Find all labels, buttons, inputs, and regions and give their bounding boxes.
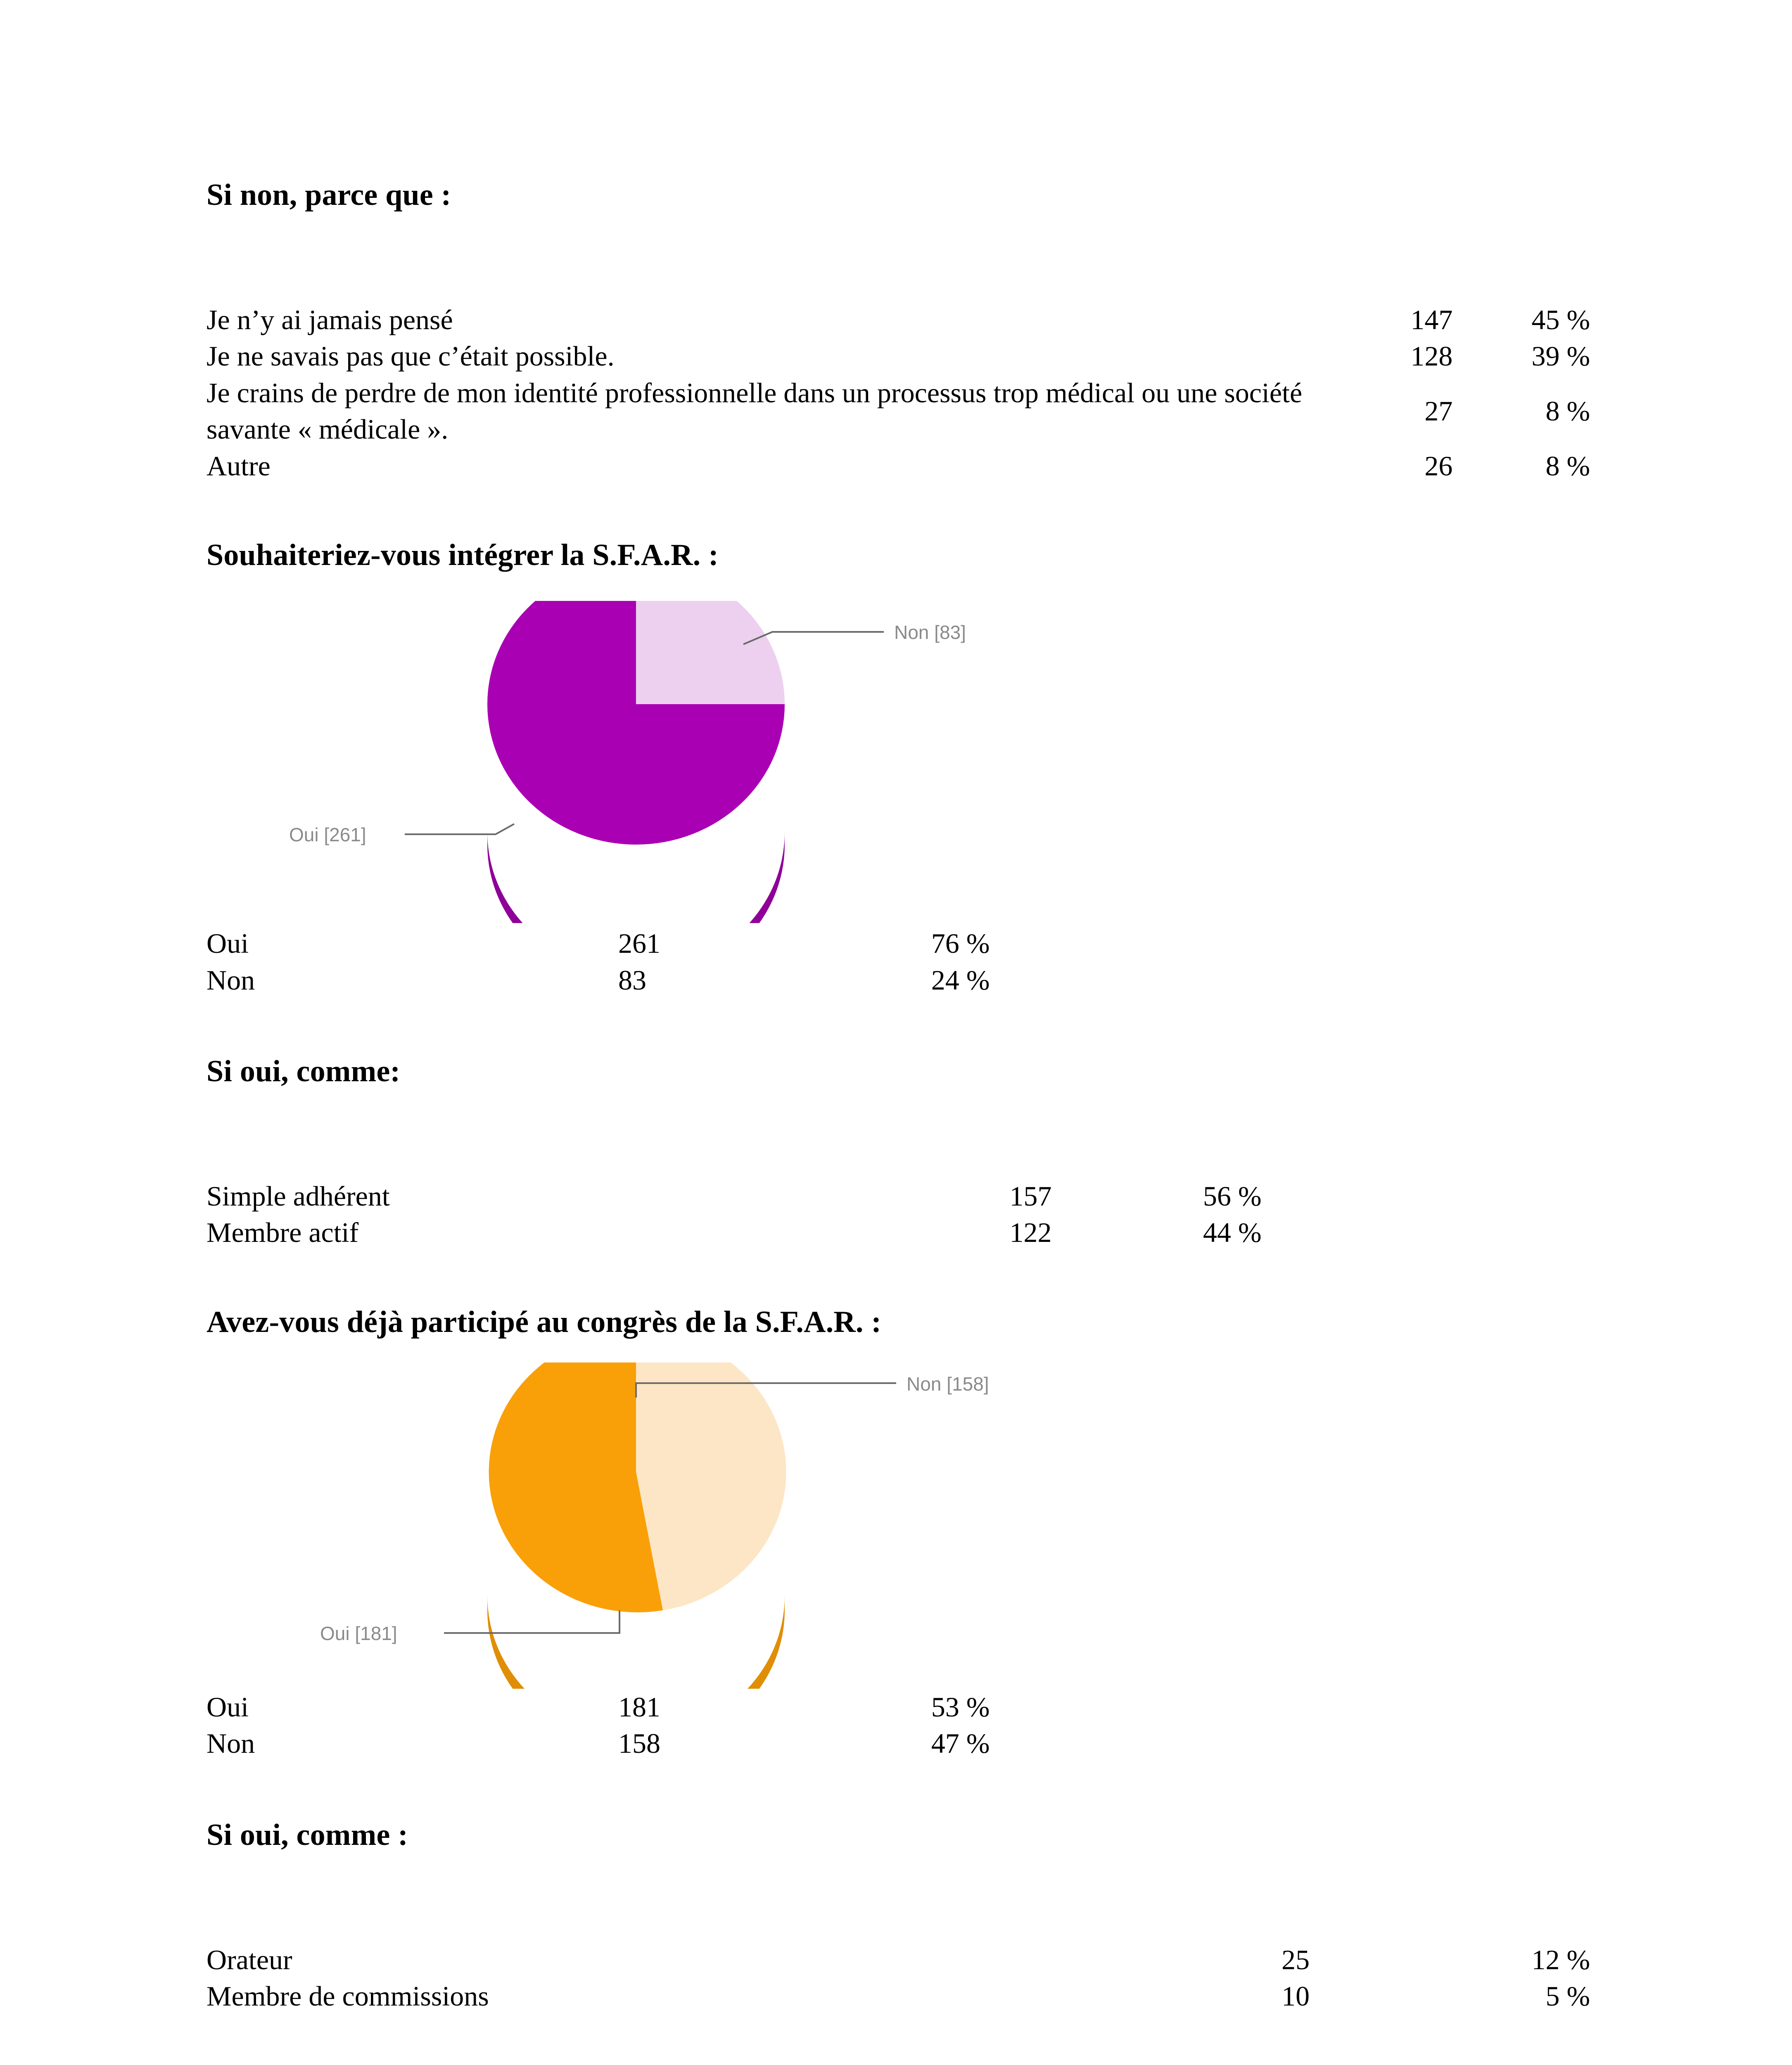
row-percent: 5 % (1545, 1980, 1590, 2012)
row-label: Orateur (206, 1944, 292, 1975)
row-count: 27 (1424, 395, 1453, 427)
row-count: 147 (1410, 304, 1453, 336)
row-label: Autre (206, 450, 271, 482)
stats-table-si-oui-comme-2: Orateur 25 12 % Membre de commissions 10… (206, 1942, 1590, 2015)
row-label: Oui (206, 928, 249, 959)
pie2-leader-non (635, 1382, 896, 1398)
row-label: Membre de commissions (206, 1980, 489, 2012)
row-percent: 39 % (1531, 340, 1590, 372)
table-row: Oui 261 76 % (206, 925, 1590, 961)
row-count: 25 (1281, 1944, 1310, 1975)
row-count: 158 (618, 1728, 661, 1759)
row-label: Oui (206, 1691, 249, 1723)
row-label: Je crains de perdre de mon identité prof… (206, 377, 1303, 445)
row-percent: 56 % (1203, 1180, 1262, 1212)
pie2-label-non: Non [158] (907, 1373, 989, 1395)
table-row: Je n’y ai jamais pensé 147 45 % (206, 301, 1590, 338)
pie1-side-shade (487, 832, 785, 923)
section-heading-si-non: Si non, parce que : (206, 178, 451, 212)
row-label: Non (206, 1728, 255, 1759)
row-label: Je n’y ai jamais pensé (206, 304, 453, 336)
row-percent: 8 % (1545, 450, 1590, 482)
row-count: 261 (618, 928, 661, 959)
row-percent: 45 % (1531, 304, 1590, 336)
section-heading-avez-vous: Avez-vous déjà participé au congrès de l… (206, 1305, 882, 1339)
row-percent: 44 % (1203, 1217, 1262, 1248)
row-label: Je ne savais pas que c’était possible. (206, 340, 615, 372)
row-label: Membre actif (206, 1217, 359, 1248)
pie1-label-non: Non [83] (894, 622, 966, 643)
pie1-leader-oui (405, 823, 515, 835)
pie-chart-sfar-membership: Non [83] Oui [261] (206, 601, 1590, 923)
pie2-label-oui: Oui [181] (320, 1623, 397, 1644)
pie1-label-oui: Oui [261] (289, 824, 366, 845)
section-heading-si-oui-comme-2: Si oui, comme : (206, 1818, 408, 1852)
pie-chart-sfar-congress: Non [158] Oui [181] (206, 1362, 1590, 1689)
document-content: Si non, parce que : Je n’y ai jamais pen… (206, 0, 1590, 2015)
table-row: Je ne savais pas que c’était possible. 1… (206, 338, 1590, 374)
stats-table-souhaiteriez: Oui 261 76 % Non 83 24 % (206, 925, 1590, 998)
pie2-leader-oui (444, 1610, 620, 1634)
row-count: 122 (1009, 1217, 1052, 1248)
pie2-slice-non (636, 1362, 786, 1610)
row-percent: 76 % (931, 928, 990, 959)
table-row: Oui 181 53 % (206, 1689, 1590, 1725)
stats-table-si-non: Je n’y ai jamais pensé 147 45 % Je ne sa… (206, 301, 1590, 484)
table-row: Autre 26 8 % (206, 448, 1590, 484)
table-row: Membre de commissions 10 5 % (206, 1978, 1590, 2014)
pie1-slice-oui (487, 601, 785, 845)
table-row: Je crains de perdre de mon identité prof… (206, 375, 1590, 448)
table-row: Non 158 47 % (206, 1725, 1590, 1761)
stats-table-si-oui-comme: Simple adhérent 157 56 % Membre actif 12… (206, 1178, 1590, 1251)
stats-table-avez-vous: Oui 181 53 % Non 158 47 % (206, 1689, 1590, 1762)
row-label: Simple adhérent (206, 1180, 390, 1212)
row-label: Non (206, 964, 255, 996)
row-percent: 47 % (931, 1728, 990, 1759)
row-count: 26 (1424, 450, 1453, 482)
row-percent: 53 % (931, 1691, 990, 1723)
row-count: 83 (618, 964, 647, 996)
pie1-slice-non (636, 601, 785, 705)
row-percent: 24 % (931, 964, 990, 996)
row-count: 181 (618, 1691, 661, 1723)
table-row: Simple adhérent 157 56 % (206, 1178, 1590, 1214)
row-count: 157 (1009, 1180, 1052, 1212)
row-percent: 8 % (1545, 395, 1590, 427)
section-heading-souhaiteriez: Souhaiteriez-vous intégrer la S.F.A.R. : (206, 538, 719, 572)
section-heading-si-oui-comme: Si oui, comme: (206, 1054, 401, 1088)
row-count: 128 (1410, 340, 1453, 372)
table-row: Membre actif 122 44 % (206, 1214, 1590, 1251)
table-row: Non 83 24 % (206, 962, 1590, 998)
row-count: 10 (1281, 1980, 1310, 2012)
pie1-leader-non (743, 631, 884, 645)
pie2-slice-oui (489, 1362, 663, 1612)
row-percent: 12 % (1531, 1944, 1590, 1975)
table-row: Orateur 25 12 % (206, 1942, 1590, 1978)
